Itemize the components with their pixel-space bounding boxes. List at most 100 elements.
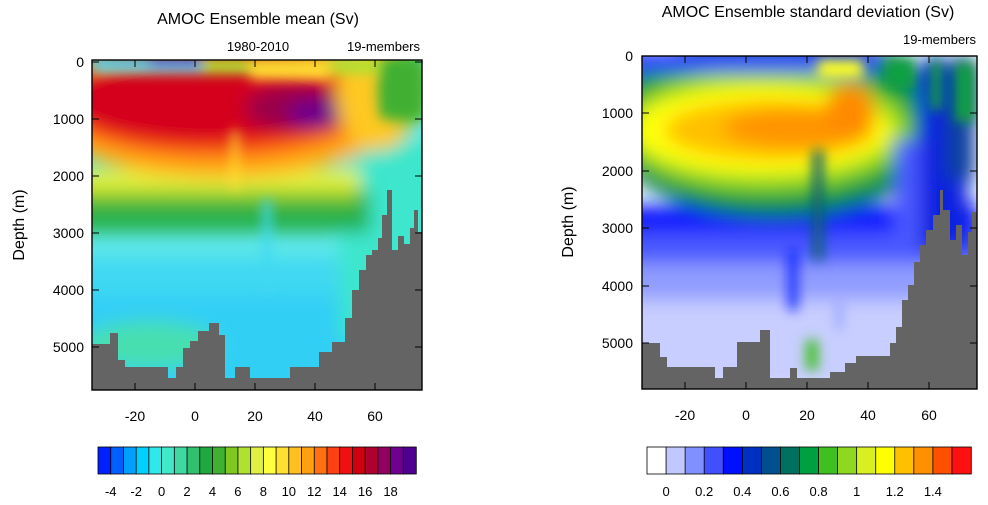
mean-colorbar-label-0: -4	[105, 484, 117, 499]
std-ytick-1000: 1000	[602, 105, 633, 121]
mean-ylabel: Depth (m)	[11, 189, 28, 260]
mean-bathymetry	[92, 190, 422, 390]
mean-colorbar-box-13	[262, 446, 277, 475]
std-plot-frame	[641, 55, 978, 390]
mean-ytick-0: 0	[76, 54, 84, 70]
std-colorbar-box-8	[799, 446, 820, 475]
mean-colorbar-label-8: 12	[307, 484, 321, 499]
mean-ytick-4000: 4000	[53, 282, 84, 298]
mean-ytick-5000: 5000	[53, 339, 84, 355]
mean-colorbar-box-3	[135, 446, 150, 475]
std-colorbar-label-5: 1	[853, 484, 860, 499]
std-colorbar-box-16	[951, 446, 972, 475]
mean-colorbar	[97, 446, 417, 475]
std-colorbar-box-6	[760, 446, 782, 475]
mean-colorbar-box-20	[351, 446, 366, 475]
mean-ytick-3000: 3000	[53, 225, 84, 241]
std-xtick-20: 20	[799, 407, 815, 423]
mean-colorbar-box-16	[301, 446, 315, 475]
std-colorbar-label-0: 0	[662, 484, 669, 499]
std-ytick-3000: 3000	[602, 220, 633, 236]
std-xtick--20: -20	[675, 407, 695, 423]
mean-colorbar-box-23	[390, 446, 404, 475]
std-colorbar-box-14	[913, 446, 934, 475]
std-ytick-4000: 4000	[602, 278, 633, 294]
mean-colorbar-box-7	[186, 446, 201, 475]
mean-contour-field	[92, 60, 422, 390]
std-colorbar-label-4: 0.8	[809, 484, 827, 499]
std-colorbar-box-13	[894, 446, 915, 475]
mean-colorbar-box-10	[224, 446, 239, 475]
std-ylabel: Depth (m)	[560, 186, 577, 257]
mean-xtick-40: 40	[307, 408, 323, 424]
mean-colorbar-box-0	[97, 446, 112, 475]
std-xtick-60: 60	[921, 407, 937, 423]
mean-colorbar-box-6	[173, 446, 188, 475]
std-ytick-2000: 2000	[602, 163, 633, 179]
mean-colorbar-box-5	[161, 446, 176, 475]
mean-ytick-1000: 1000	[53, 111, 84, 127]
std-colorbar-label-3: 0.6	[771, 484, 789, 499]
std-bathymetry	[642, 190, 977, 389]
std-colorbar-label-1: 0.2	[695, 484, 713, 499]
mean-colorbar-box-8	[199, 446, 214, 475]
mean-xtick-60: 60	[367, 408, 383, 424]
mean-colorbar-label-9: 14	[332, 484, 346, 499]
std-colorbar-labels: 0 0.2 0.4 0.6 0.8 1 1.2 1.4	[662, 484, 941, 499]
mean-colorbar-label-3: 2	[183, 484, 190, 499]
mean-colorbar-label-4: 4	[209, 484, 216, 499]
mean-colorbar-label-1: -2	[130, 484, 142, 499]
std-panel: AMOC Ensemble standard deviation (Sv) 19…	[560, 4, 978, 499]
mean-colorbar-label-11: 18	[383, 484, 397, 499]
mean-xtick--20: -20	[125, 408, 145, 424]
std-xtick-0: 0	[742, 407, 750, 423]
std-colorbar-box-5	[741, 446, 763, 475]
std-xtick-40: 40	[860, 407, 876, 423]
std-colorbar-box-7	[780, 446, 801, 475]
mean-colorbar-label-7: 10	[282, 484, 296, 499]
mean-colorbar-box-12	[250, 446, 265, 475]
std-colorbar-box-10	[837, 446, 858, 475]
mean-xtick-0: 0	[191, 408, 199, 424]
std-colorbar-label-7: 1.4	[924, 484, 942, 499]
mean-colorbar-box-4	[148, 446, 163, 475]
std-colorbar-label-6: 1.2	[886, 484, 904, 499]
std-colorbar-box-11	[856, 446, 877, 475]
std-colorbar-box-1	[665, 446, 686, 475]
std-title: AMOC Ensemble standard deviation (Sv)	[662, 4, 955, 21]
mean-title: AMOC Ensemble mean (Sv)	[157, 11, 359, 28]
mean-colorbar-box-11	[237, 446, 252, 475]
mean-colorbar-box-21	[364, 446, 379, 475]
mean-colorbar-box-1	[110, 446, 125, 475]
std-ytick-5000: 5000	[602, 335, 633, 351]
std-colorbar-box-2	[684, 446, 705, 475]
std-colorbar	[646, 446, 972, 475]
mean-colorbar-box-19	[339, 446, 354, 475]
mean-ytick-2000: 2000	[53, 168, 84, 184]
std-right-string: 19-members	[903, 32, 976, 47]
std-colorbar-box-12	[875, 446, 896, 475]
mean-colorbar-box-14	[275, 446, 290, 475]
mean-colorbar-labels: -4 -2 0 2 4 6 8 10 12 14 16 18	[105, 484, 398, 499]
mean-colorbar-box-24	[402, 446, 417, 475]
mean-colorbar-label-6: 8	[260, 484, 267, 499]
mean-xtick-20: 20	[247, 408, 263, 424]
std-colorbar-box-9	[818, 446, 839, 475]
mean-colorbar-box-15	[288, 446, 303, 475]
mean-panel: AMOC Ensemble mean (Sv) 1980-2010 19-mem…	[11, 11, 423, 499]
mean-colorbar-box-18	[326, 446, 341, 475]
std-ytick-0: 0	[625, 48, 633, 64]
mean-colorbar-label-10: 16	[358, 484, 372, 499]
mean-center-string: 1980-2010	[227, 39, 289, 54]
std-colorbar-box-0	[646, 446, 667, 475]
mean-colorbar-box-22	[377, 446, 392, 475]
mean-colorbar-box-2	[123, 446, 137, 475]
std-colorbar-box-3	[703, 446, 724, 475]
std-colorbar-box-4	[722, 446, 743, 475]
mean-colorbar-box-9	[212, 446, 226, 475]
mean-colorbar-box-17	[313, 446, 328, 475]
mean-colorbar-label-2: 0	[158, 484, 165, 499]
mean-colorbar-label-5: 6	[234, 484, 241, 499]
mean-right-string: 19-members	[347, 39, 420, 54]
